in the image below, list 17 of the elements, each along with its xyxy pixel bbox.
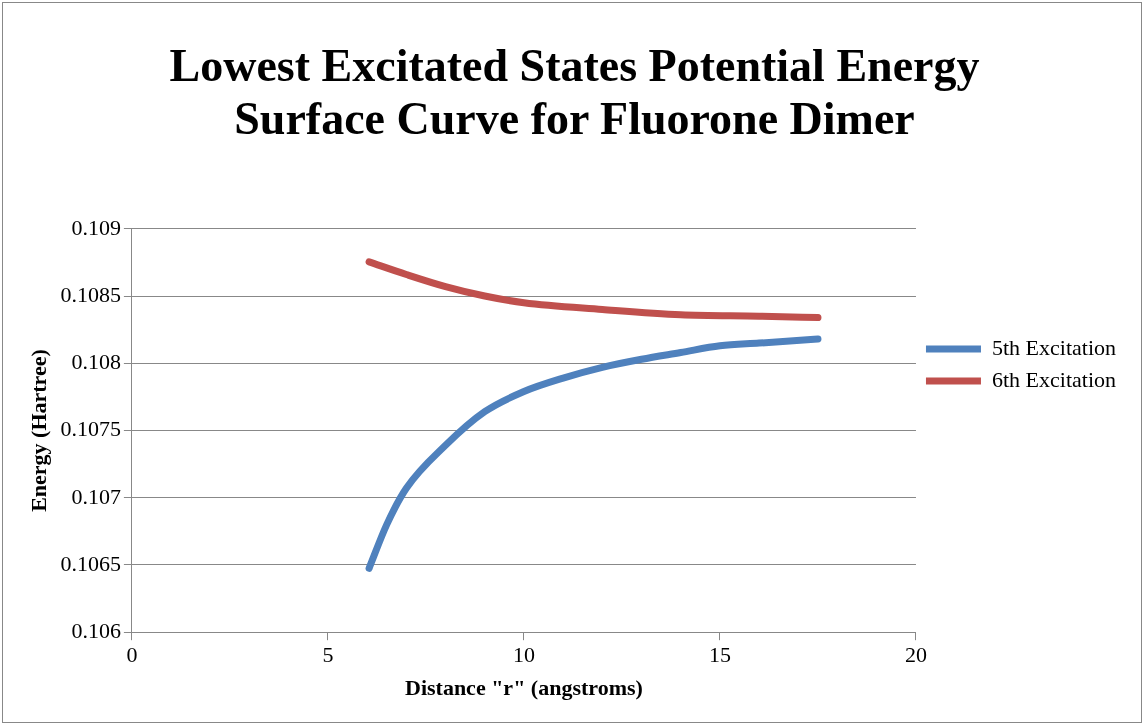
y-tick-label: 0.1065 — [60, 550, 121, 576]
y-axis-title: Energy (Hartree) — [25, 349, 51, 512]
x-tick-label: 20 — [904, 642, 927, 668]
y-tick-label: 0.109 — [71, 214, 121, 240]
x-axis-title: Distance "r" (angstroms) — [405, 675, 643, 701]
y-tick-label: 0.108 — [71, 349, 121, 375]
legend-label: 6th Excitation — [991, 366, 1116, 392]
legend-label: 5th Excitation — [991, 334, 1116, 360]
x-tick-label: 10 — [512, 642, 535, 668]
y-tick-label: 0.106 — [71, 617, 121, 643]
x-tick-label: 0 — [126, 642, 138, 668]
x-tick-label: 5 — [322, 642, 334, 668]
y-tick-label: 0.1085 — [60, 281, 121, 307]
x-tick-label: 15 — [708, 642, 731, 668]
y-tick-label: 0.107 — [71, 483, 121, 509]
chart-title: Lowest Excitated States Potential Energy Surface Curve for Fluorone Dimer — [169, 40, 980, 145]
y-tick-label: 0.1075 — [60, 416, 121, 442]
